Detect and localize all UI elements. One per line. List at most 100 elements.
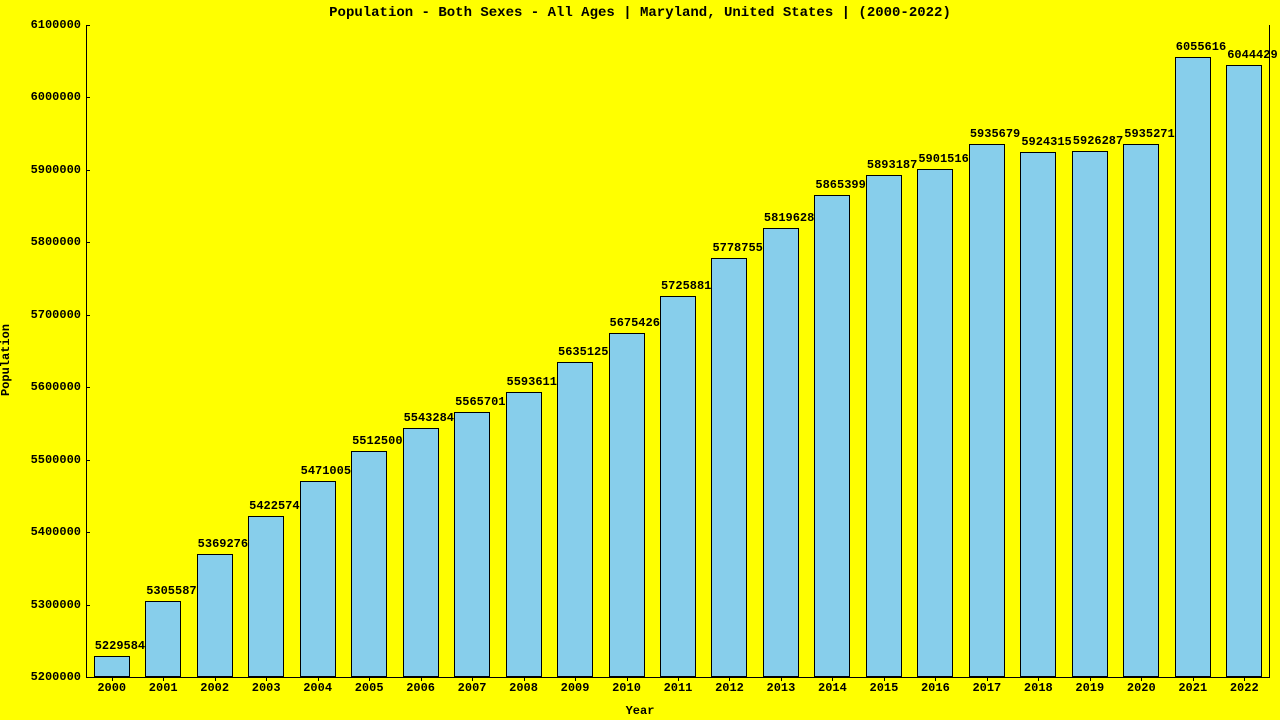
x-tick-label: 2022 [1219, 681, 1270, 695]
x-tick-label: 2021 [1167, 681, 1218, 695]
x-tick-label: 2008 [498, 681, 549, 695]
bar-slot: 59015162016 [910, 25, 961, 677]
y-tick-label: 5900000 [16, 163, 81, 177]
x-tick-mark [215, 677, 216, 681]
x-tick-mark [1090, 677, 1091, 681]
bar-value-label: 5471005 [301, 464, 335, 478]
bar: 5819628 [763, 228, 799, 677]
bar: 5229584 [94, 656, 130, 677]
bar-slot: 56754262010 [601, 25, 652, 677]
bar: 5512500 [351, 451, 387, 677]
x-tick-mark [524, 677, 525, 681]
bar-slot: 59356792017 [961, 25, 1012, 677]
bar: 5593611 [506, 392, 542, 677]
y-tick-label: 5200000 [16, 670, 81, 684]
bar-value-label: 5422574 [249, 499, 283, 513]
x-tick-label: 2001 [137, 681, 188, 695]
bar: 5471005 [300, 481, 336, 677]
x-tick-mark [318, 677, 319, 681]
bar: 5901516 [917, 169, 953, 677]
x-tick-label: 2017 [961, 681, 1012, 695]
bar-slot: 56351252009 [549, 25, 600, 677]
x-tick-label: 2000 [86, 681, 137, 695]
bar-value-label: 5675426 [610, 316, 644, 330]
x-tick-label: 2015 [858, 681, 909, 695]
bar: 5635125 [557, 362, 593, 677]
bar-slot: 53055872001 [137, 25, 188, 677]
bar-value-label: 5893187 [867, 158, 901, 172]
bar-slot: 57787552012 [704, 25, 755, 677]
x-tick-mark [781, 677, 782, 681]
bar-slot: 58653992014 [807, 25, 858, 677]
x-tick-label: 2018 [1013, 681, 1064, 695]
bar-slot: 58931872015 [858, 25, 909, 677]
bar: 5778755 [711, 258, 747, 677]
x-tick-label: 2002 [189, 681, 240, 695]
bar-value-label: 5565701 [455, 395, 489, 409]
y-tick-label: 5700000 [16, 308, 81, 322]
bar-slot: 55432842006 [395, 25, 446, 677]
bar-value-label: 5543284 [404, 411, 438, 425]
x-tick-label: 2006 [395, 681, 446, 695]
y-tick-label: 5600000 [16, 380, 81, 394]
y-tick-label: 5500000 [16, 453, 81, 467]
y-tick-label: 6100000 [16, 18, 81, 32]
x-tick-label: 2007 [446, 681, 497, 695]
chart-title: Population - Both Sexes - All Ages | Mar… [0, 5, 1280, 21]
bar-value-label: 5635125 [558, 345, 592, 359]
bar: 6055616 [1175, 57, 1211, 677]
bar-value-label: 5924315 [1021, 135, 1055, 149]
x-tick-label: 2010 [601, 681, 652, 695]
x-tick-mark [421, 677, 422, 681]
x-tick-label: 2009 [549, 681, 600, 695]
x-tick-mark [112, 677, 113, 681]
bar-value-label: 6044429 [1227, 48, 1261, 62]
bar-value-label: 5935679 [970, 127, 1004, 141]
x-tick-label: 2020 [1116, 681, 1167, 695]
y-tick-label: 5800000 [16, 235, 81, 249]
bar-slot: 52295842000 [86, 25, 137, 677]
bar-slot: 59262872019 [1064, 25, 1115, 677]
bar-value-label: 5865399 [815, 178, 849, 192]
x-tick-mark [935, 677, 936, 681]
bar-value-label: 5725881 [661, 279, 695, 293]
bar-slot: 54710052004 [292, 25, 343, 677]
bar-slot: 55125002005 [343, 25, 394, 677]
bar-slot: 55936112008 [498, 25, 549, 677]
y-tick-label: 5400000 [16, 525, 81, 539]
bar: 5305587 [145, 601, 181, 677]
y-tick-label: 6000000 [16, 90, 81, 104]
x-tick-mark [163, 677, 164, 681]
x-tick-label: 2004 [292, 681, 343, 695]
bar: 5935271 [1123, 144, 1159, 677]
x-tick-label: 2014 [807, 681, 858, 695]
bar: 5926287 [1072, 151, 1108, 677]
bar-value-label: 5229584 [95, 639, 129, 653]
bar: 5369276 [197, 554, 233, 677]
bar: 5725881 [660, 296, 696, 677]
bar-slot: 57258812011 [652, 25, 703, 677]
bar-value-label: 5935271 [1124, 127, 1158, 141]
bar-slot: 54225742003 [240, 25, 291, 677]
plot-area: 5229584200053055872001536927620025422574… [86, 25, 1270, 678]
bar: 5865399 [814, 195, 850, 677]
x-axis-label: Year [626, 704, 655, 718]
x-tick-label: 2016 [910, 681, 961, 695]
x-tick-mark [1038, 677, 1039, 681]
x-tick-label: 2005 [343, 681, 394, 695]
x-tick-mark [575, 677, 576, 681]
bar: 5565701 [454, 412, 490, 677]
bar: 5924315 [1020, 152, 1056, 677]
x-tick-mark [987, 677, 988, 681]
bar: 5675426 [609, 333, 645, 677]
bar-slot: 60556162021 [1167, 25, 1218, 677]
x-tick-mark [884, 677, 885, 681]
bar-slot: 60444292022 [1219, 25, 1270, 677]
y-tick-label: 5300000 [16, 598, 81, 612]
bar: 5935679 [969, 144, 1005, 677]
x-tick-label: 2013 [755, 681, 806, 695]
bar-value-label: 5369276 [198, 537, 232, 551]
bar-value-label: 5305587 [146, 584, 180, 598]
bar-value-label: 5819628 [764, 211, 798, 225]
y-axis-label: Population [0, 324, 13, 396]
